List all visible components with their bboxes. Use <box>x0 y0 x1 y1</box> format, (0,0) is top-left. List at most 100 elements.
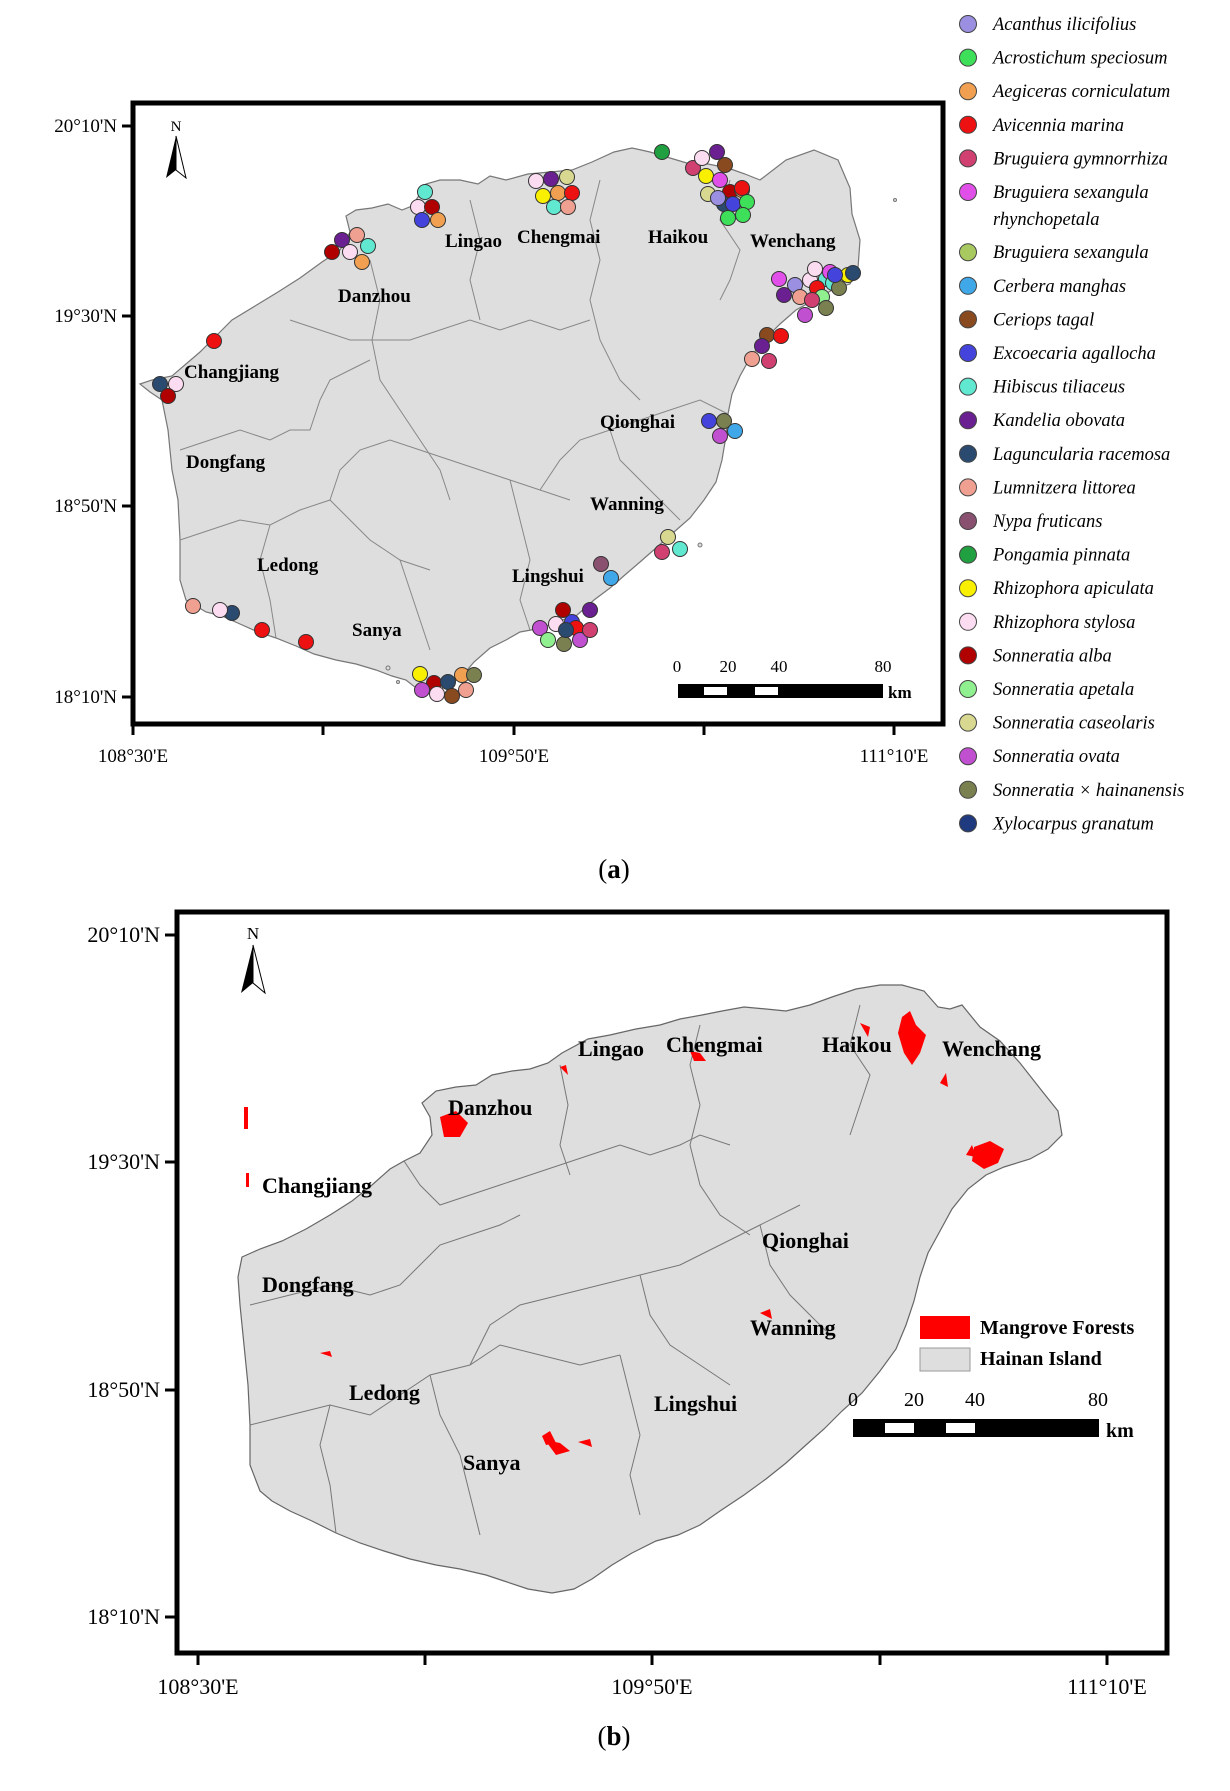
legend-label: Rhizophora apiculata <box>992 579 1154 599</box>
svg-text:0: 0 <box>673 657 682 676</box>
legend-swatch <box>959 646 977 665</box>
svg-text:80: 80 <box>1088 1389 1108 1411</box>
species-point <box>206 333 222 349</box>
legend-label: Kandelia obovata <box>992 411 1125 431</box>
species-point <box>354 254 370 270</box>
species-point <box>424 199 440 215</box>
label-haikou: Haikou <box>648 227 709 248</box>
svg-text:N: N <box>247 924 259 943</box>
north-arrow-b: N <box>241 924 266 995</box>
species-point <box>540 632 556 648</box>
species-point <box>254 622 270 638</box>
label-danzhou: Danzhou <box>338 286 411 307</box>
legend-label: Sonneratia × hainanensis <box>993 781 1184 801</box>
legend-item: Bruguiera sexangula rhynchopetala <box>959 183 1149 230</box>
legend-item: Avicennia marina <box>959 115 1124 136</box>
species-point <box>744 351 760 367</box>
species-point <box>528 173 544 189</box>
label-lingao: Lingao <box>445 231 502 252</box>
legend-label: Laguncularia racemosa <box>992 445 1170 465</box>
species-point <box>555 602 571 618</box>
species-point <box>440 674 456 690</box>
species-point <box>734 180 750 196</box>
label-sanya: Sanya <box>352 620 402 641</box>
species-point <box>324 244 340 260</box>
label-wenchang: Wenchang <box>750 231 836 252</box>
label-ledong-b: Ledong <box>349 1380 420 1405</box>
species-legend: Acanthus ilicifolius Acrostichum speciosu… <box>959 15 1184 834</box>
label-danzhou-b: Danzhou <box>448 1095 532 1120</box>
species-point <box>444 688 460 704</box>
legend-swatch <box>959 377 977 396</box>
county-borders-a <box>179 179 741 651</box>
label-qionghai: Qionghai <box>600 412 675 433</box>
scale-bar-a: 0 20 40 80 km <box>673 657 912 702</box>
legend-swatch <box>959 444 977 463</box>
species-point <box>735 207 751 223</box>
species-point <box>694 150 710 166</box>
species-point <box>414 212 430 228</box>
legend-swatch <box>959 15 977 33</box>
label-haikou-b: Haikou <box>822 1032 892 1057</box>
legend-swatch <box>959 243 977 262</box>
legend-item: Hibiscus tiliaceus <box>959 377 1125 398</box>
species-point <box>593 556 609 572</box>
species-point <box>556 636 572 652</box>
species-point <box>712 172 728 188</box>
lat-axis-b: 20°10'N 19°30'N 18°50'N 18°10'N <box>87 922 177 1629</box>
legend-label: Sonneratia alba <box>993 646 1112 666</box>
species-point <box>672 541 688 557</box>
svg-text:109°50'E: 109°50'E <box>479 746 549 767</box>
label-ledong: Ledong <box>257 555 319 576</box>
legend-label: Xylocarpus granatum <box>992 814 1154 834</box>
legend-swatch <box>959 713 977 732</box>
legend-label: Aegiceras corniculatum <box>991 82 1170 102</box>
legend-label: Lumnitzera littorea <box>992 478 1136 498</box>
species-point <box>430 212 446 228</box>
legend-label: Pongamia pinnata <box>992 546 1130 566</box>
species-point <box>558 622 574 638</box>
lat-axis-a: 20°10'N 19°30'N 18°50'N 18°10'N <box>54 116 133 708</box>
caption-b: (b) <box>597 1721 630 1751</box>
svg-text:0: 0 <box>848 1389 858 1411</box>
species-point <box>771 271 787 287</box>
species-point <box>754 338 770 354</box>
legend-label: Sonneratia caseolaris <box>993 714 1155 734</box>
legend-item: Excoecaria agallocha <box>959 344 1156 364</box>
svg-text:111°10'E: 111°10'E <box>860 746 929 767</box>
species-point <box>564 185 580 201</box>
svg-text:18°10'N: 18°10'N <box>87 1604 160 1629</box>
legend-item: Acrostichum speciosum <box>959 48 1168 69</box>
legend-swatch <box>959 747 977 766</box>
svg-text:km: km <box>888 683 912 702</box>
legend-label: Nypa fruticans <box>992 512 1102 532</box>
species-point <box>716 413 732 429</box>
legend-mangrove-label: Mangrove Forests <box>980 1317 1134 1339</box>
legend-swatch <box>959 115 977 134</box>
legend-label: Excoecaria agallocha <box>992 344 1156 364</box>
legend-item: Rhizophora apiculata <box>959 579 1154 599</box>
species-point <box>654 144 670 160</box>
species-point <box>845 265 861 281</box>
species-point <box>797 307 813 323</box>
legend-swatch <box>959 48 977 67</box>
legend-swatch <box>959 545 977 564</box>
species-point <box>559 169 575 185</box>
svg-text:18°50'N: 18°50'N <box>87 1377 160 1402</box>
label-dongfang: Dongfang <box>186 452 266 473</box>
label-lingshui-b: Lingshui <box>654 1391 737 1416</box>
species-point <box>342 244 358 260</box>
species-point <box>807 261 823 277</box>
legend-item: Cerbera manghas <box>959 276 1126 297</box>
species-point <box>804 292 820 308</box>
species-point <box>727 423 743 439</box>
species-point <box>298 634 314 650</box>
species-point <box>168 376 184 392</box>
svg-text:N: N <box>171 119 182 135</box>
species-point <box>458 682 474 698</box>
legend-swatch <box>959 512 977 530</box>
species-point <box>429 686 445 702</box>
species-point <box>412 666 428 682</box>
species-point <box>717 157 733 173</box>
svg-text:18°10'N: 18°10'N <box>54 687 117 708</box>
